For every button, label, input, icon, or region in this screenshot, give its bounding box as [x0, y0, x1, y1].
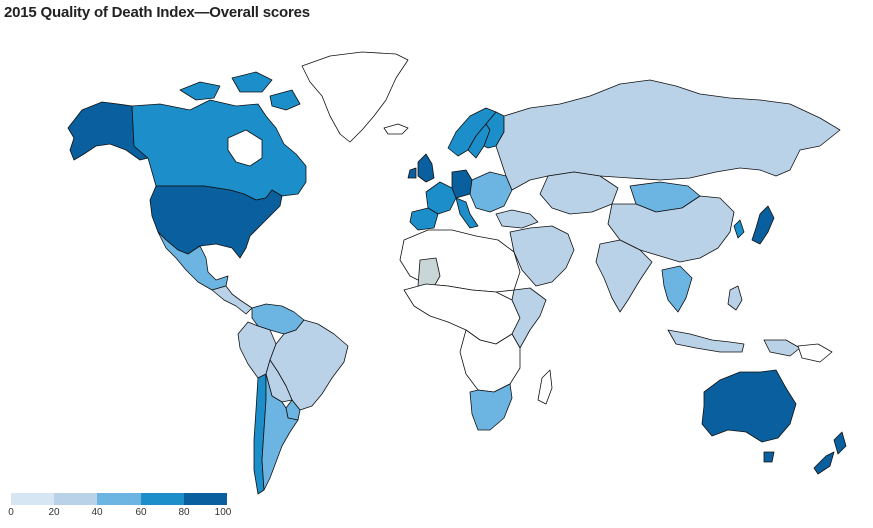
country-mexico[interactable] [157, 231, 229, 291]
country-canada[interactable] [131, 99, 307, 201]
country-argentina[interactable] [261, 373, 299, 491]
legend-bins [11, 493, 228, 505]
country-india[interactable] [595, 239, 653, 313]
country-canada-islands [179, 71, 301, 111]
country-iceland [383, 123, 409, 135]
country-west-africa[interactable] [403, 283, 521, 345]
country-indonesia[interactable] [667, 329, 801, 357]
legend-tick-40: 40 [91, 507, 103, 518]
legend-bin-20-40 [54, 493, 98, 505]
country-greenland [301, 51, 409, 143]
legend-tick-100: 100 [214, 507, 232, 518]
legend-tick-80: 80 [178, 507, 190, 518]
country-madagascar[interactable] [537, 369, 553, 405]
hudson-bay [227, 129, 263, 167]
country-central-africa[interactable] [459, 329, 521, 393]
country-spain[interactable] [409, 207, 439, 231]
legend-bin-60-80 [140, 493, 184, 505]
legend-bin-40-60 [97, 493, 141, 505]
map-title: 2015 Quality of Death Index—Overall scor… [4, 4, 310, 21]
country-japan[interactable] [751, 205, 775, 245]
country-russia[interactable] [495, 79, 841, 191]
country-italy[interactable] [455, 197, 479, 229]
country-tasmania [763, 451, 775, 463]
country-southeast-asia[interactable] [661, 265, 693, 313]
country-new-zealand[interactable] [813, 431, 847, 475]
country-korea[interactable] [733, 219, 745, 239]
country-alaska[interactable] [67, 101, 149, 161]
legend-tick-20: 20 [48, 507, 60, 518]
country-papua-new-guinea[interactable] [797, 343, 833, 363]
legend-bin-80-100 [183, 493, 228, 505]
country-eastern-europe[interactable] [469, 171, 513, 213]
legend: 0 20 40 60 80 100 [8, 493, 232, 527]
legend-bin-0-20 [11, 493, 55, 505]
country-turkey[interactable] [495, 209, 539, 229]
country-germany[interactable] [451, 169, 473, 199]
country-mali[interactable] [417, 257, 441, 291]
country-south-africa[interactable] [469, 383, 513, 431]
country-east-africa[interactable] [511, 287, 547, 349]
country-australia[interactable] [701, 369, 797, 443]
legend-tick-0: 0 [8, 507, 14, 518]
legend-tick-60: 60 [135, 507, 147, 518]
country-middle-east[interactable] [509, 225, 575, 287]
country-united-kingdom[interactable] [407, 153, 435, 183]
country-philippines[interactable] [727, 285, 743, 311]
country-central-america[interactable] [211, 285, 253, 315]
country-central-asia[interactable] [539, 171, 619, 215]
